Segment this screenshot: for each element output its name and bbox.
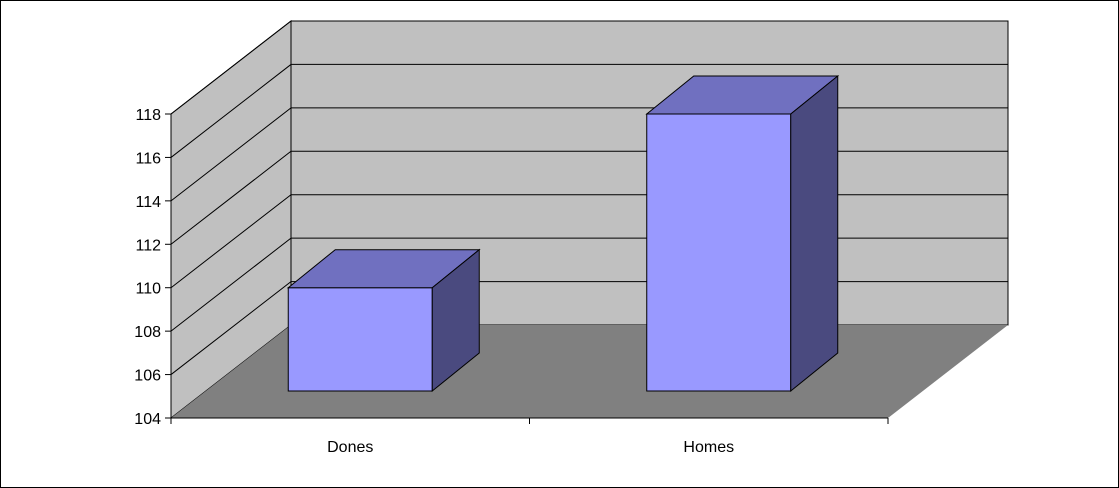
x-category-label: Homes [683, 439, 734, 456]
bar-homes [645, 74, 840, 393]
gridline [170, 63, 1008, 158]
x-category-label: Dones [327, 439, 373, 456]
gridline [170, 20, 1008, 115]
y-tick-label: 110 [135, 281, 161, 298]
bar-front [646, 113, 792, 392]
y-tick-label: 114 [135, 194, 161, 211]
bar-side [790, 74, 839, 393]
y-tick-label: 108 [134, 324, 161, 341]
y-tick-label: 104 [134, 411, 161, 428]
y-tick-label: 118 [135, 107, 161, 124]
bar-side [431, 248, 480, 393]
y-tick-label: 106 [134, 368, 161, 385]
bar-dones [286, 248, 481, 393]
bar-front [287, 287, 433, 392]
y-tick-label: 112 [135, 237, 161, 254]
y-tick-label: 116 [135, 150, 161, 167]
